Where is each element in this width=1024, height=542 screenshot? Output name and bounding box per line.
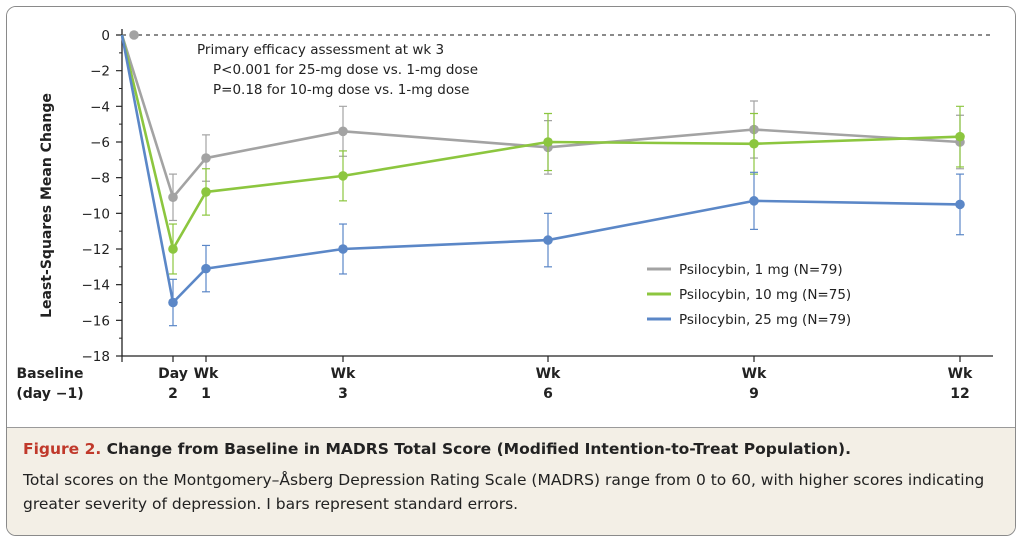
x-tick-label: Wk — [536, 366, 561, 382]
x-tick-label: Baseline — [16, 366, 83, 382]
y-tick-label: −10 — [82, 206, 111, 222]
data-point — [338, 244, 348, 254]
figure-caption: Figure 2. Change from Baseline in MADRS … — [7, 427, 1015, 535]
caption-text: Total scores on the Montgomery–Åsberg De… — [23, 471, 985, 513]
legend-label: Psilocybin, 1 mg (N=79) — [679, 262, 843, 278]
caption-title: Change from Baseline in MADRS Total Scor… — [106, 440, 852, 458]
x-tick-label: (day −1) — [16, 386, 83, 402]
x-tick-label: Wk — [948, 366, 973, 382]
series-line — [120, 34, 961, 199]
x-tick-label: 9 — [749, 386, 759, 402]
data-point — [543, 235, 553, 245]
y-tick-label: −18 — [82, 349, 111, 365]
series-3 — [120, 34, 965, 327]
y-tick-label: −6 — [90, 135, 110, 151]
data-point — [749, 138, 759, 149]
x-tick-label: Wk — [331, 366, 356, 382]
data-point — [749, 196, 759, 206]
baseline-point — [129, 30, 139, 40]
figure-frame: 0 −2 −4 −6 −8 −10 −12 −14 −16 −18 Least-Squares Me… — [6, 6, 1016, 536]
legend-label: Psilocybin, 10 mg (N=75) — [679, 287, 851, 303]
y-tick-label: −12 — [82, 242, 111, 258]
data-point — [543, 137, 553, 147]
annotation-text: P<0.001 for 25-mg dose vs. 1-mg dose — [213, 62, 478, 78]
x-tick-label: 3 — [338, 386, 348, 402]
y-tick-label: −4 — [90, 99, 110, 115]
y-tick-label: −16 — [82, 313, 111, 329]
x-tick-label: Wk — [742, 366, 767, 382]
x-tick-label: 6 — [543, 386, 553, 402]
annotation-text: Primary efficacy assessment at wk 3 — [197, 42, 444, 58]
plot-area: 0 −2 −4 −6 −8 −10 −12 −14 −16 −18 Least-Squares Me… — [7, 7, 1015, 427]
x-tick-label: Day — [158, 366, 188, 382]
caption-title-line: Figure 2. Change from Baseline in MADRS … — [23, 440, 851, 458]
annotation-text: P=0.18 for 10-mg dose vs. 1-mg dose — [213, 82, 469, 98]
y-tick-label: −2 — [90, 64, 110, 80]
data-point — [201, 187, 211, 197]
x-tick-label: 2 — [168, 386, 178, 402]
data-point — [168, 297, 178, 308]
data-point — [168, 192, 178, 203]
data-point — [201, 153, 211, 163]
data-point — [168, 244, 178, 254]
data-point — [338, 171, 348, 181]
data-point — [201, 263, 211, 274]
figure-label: Figure 2. — [23, 440, 102, 458]
y-tick-label: 0 — [101, 28, 110, 44]
data-point — [955, 131, 965, 142]
y-axis-title: Least-Squares Mean Change — [39, 93, 55, 318]
x-tick-label: Wk — [194, 366, 219, 382]
y-tick-label: −8 — [90, 171, 110, 187]
y-tick-label: −14 — [82, 278, 111, 294]
legend-label: Psilocybin, 25 mg (N=79) — [679, 312, 851, 328]
data-point — [955, 199, 965, 210]
data-point — [338, 126, 348, 137]
line-chart: 0 −2 −4 −6 −8 −10 −12 −14 −16 −18 Least-Squares Me… — [16, 28, 993, 402]
series-2 — [120, 34, 965, 275]
x-tick-label: 1 — [201, 386, 211, 402]
x-tick-label: 12 — [950, 386, 969, 402]
